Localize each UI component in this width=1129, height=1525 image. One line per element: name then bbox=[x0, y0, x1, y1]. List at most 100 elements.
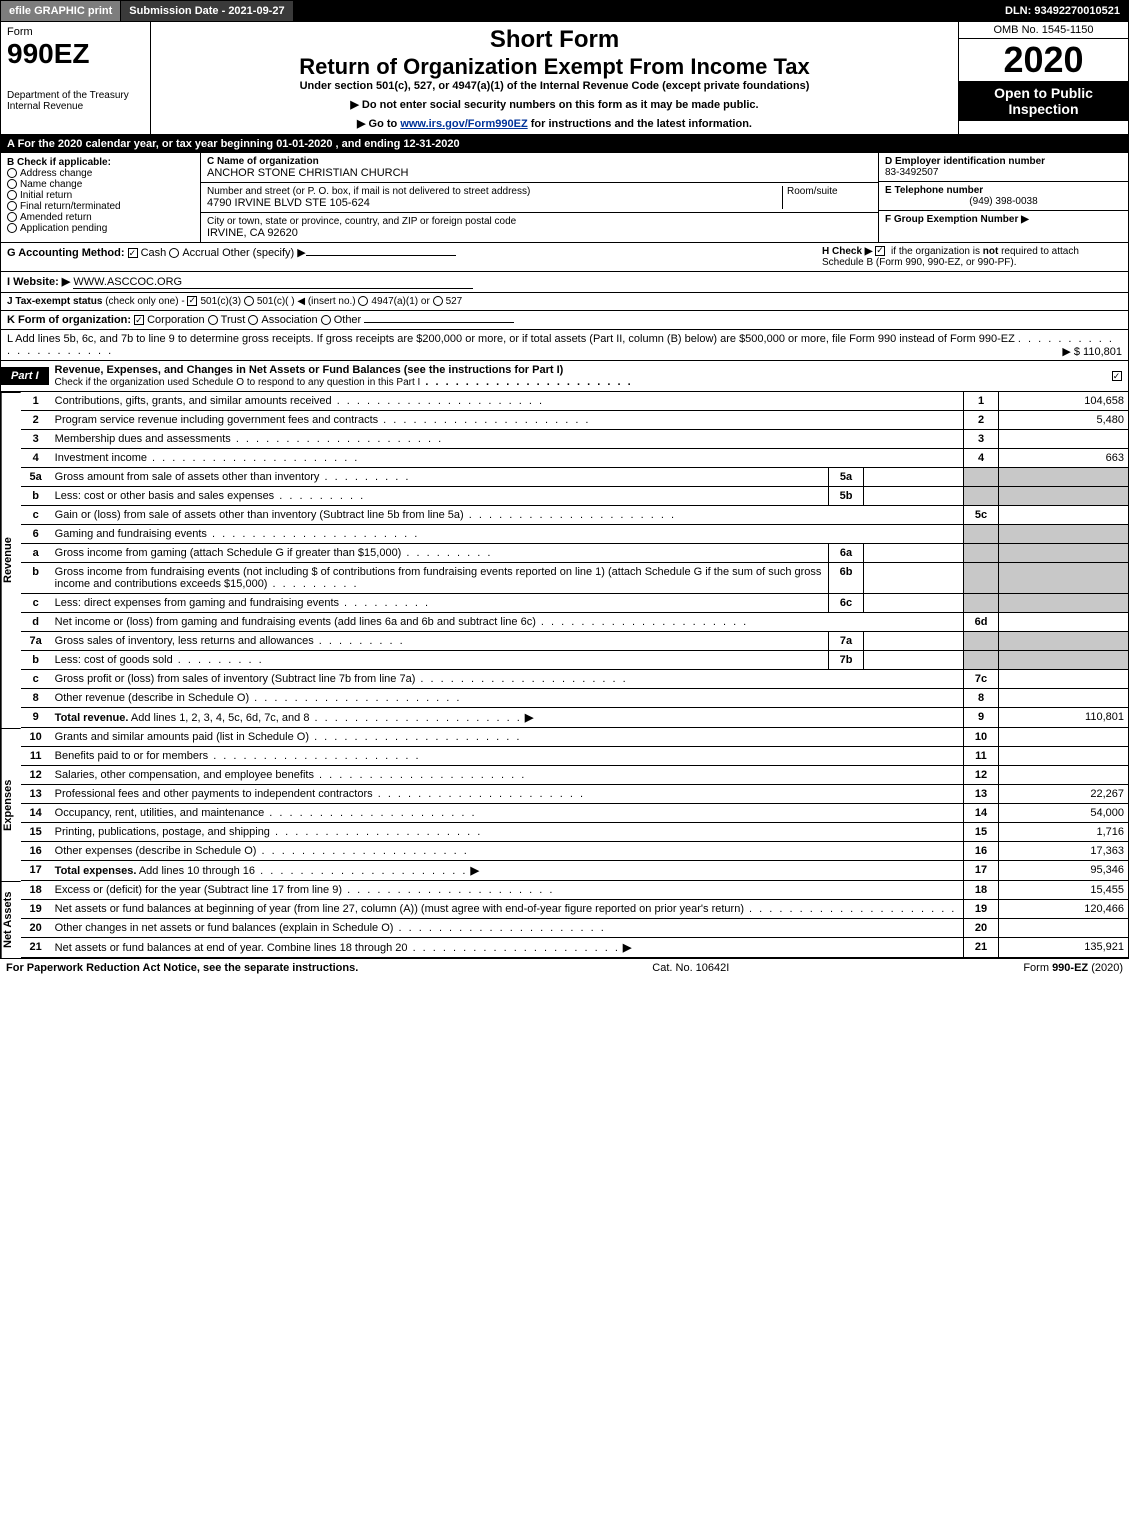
check-501c3[interactable] bbox=[187, 296, 197, 306]
line-description: Membership dues and assessments bbox=[51, 430, 964, 449]
table-row: 3Membership dues and assessments3 bbox=[21, 430, 1129, 449]
line-description: Other expenses (describe in Schedule O) bbox=[51, 842, 964, 861]
result-number: 6d bbox=[964, 613, 999, 632]
other-org-input[interactable] bbox=[364, 322, 514, 323]
check-501c[interactable] bbox=[244, 296, 254, 306]
table-row: bGross income from fundraising events (n… bbox=[21, 563, 1129, 594]
part1-schedule-o-check[interactable] bbox=[1108, 370, 1128, 382]
result-number: 15 bbox=[964, 823, 999, 842]
line-description: Benefits paid to or for members bbox=[51, 747, 964, 766]
result-number: 8 bbox=[964, 689, 999, 708]
line-description: Gross profit or (loss) from sales of inv… bbox=[51, 670, 964, 689]
line-description: Investment income bbox=[51, 449, 964, 468]
form-header: Form 990EZ Department of the Treasury In… bbox=[0, 22, 1129, 135]
goto-prefix: ▶ Go to bbox=[357, 118, 400, 130]
check-schedule-b[interactable] bbox=[875, 246, 885, 256]
result-number: 20 bbox=[964, 919, 999, 938]
result-number: 3 bbox=[964, 430, 999, 449]
line-description: Net income or (loss) from gaming and fun… bbox=[51, 613, 964, 632]
check-final-return[interactable]: Final return/terminated bbox=[7, 201, 194, 212]
result-number-grey bbox=[964, 563, 999, 594]
irs-label: Internal Revenue bbox=[7, 101, 144, 112]
line-number: 5a bbox=[21, 468, 51, 487]
table-row: 14Occupancy, rent, utilities, and mainte… bbox=[21, 804, 1129, 823]
line-number: c bbox=[21, 506, 51, 525]
table-row: cGain or (loss) from sale of assets othe… bbox=[21, 506, 1129, 525]
subline-number: 7b bbox=[829, 651, 864, 670]
result-number: 21 bbox=[964, 938, 999, 958]
line-number: 3 bbox=[21, 430, 51, 449]
check-amended-return[interactable]: Amended return bbox=[7, 212, 194, 223]
amount-value: 663 bbox=[999, 449, 1129, 468]
table-row: 18Excess or (deficit) for the year (Subt… bbox=[21, 881, 1129, 900]
other-specify-input[interactable] bbox=[306, 255, 456, 256]
subline-value bbox=[864, 594, 964, 613]
check-application-pending[interactable]: Application pending bbox=[7, 223, 194, 234]
submission-date-button[interactable]: Submission Date - 2021-09-27 bbox=[121, 1, 293, 21]
table-row: 6Gaming and fundraising events bbox=[21, 525, 1129, 544]
line-number: 19 bbox=[21, 900, 51, 919]
check-other-org[interactable] bbox=[321, 315, 331, 325]
subline-number: 6c bbox=[829, 594, 864, 613]
table-row: 4Investment income4663 bbox=[21, 449, 1129, 468]
check-association[interactable] bbox=[248, 315, 258, 325]
revenue-table: 1Contributions, gifts, grants, and simil… bbox=[21, 392, 1129, 728]
line-description: Grants and similar amounts paid (list in… bbox=[51, 728, 964, 747]
part1-check-note: Check if the organization used Schedule … bbox=[55, 377, 421, 388]
line-number: 12 bbox=[21, 766, 51, 785]
line-number: 2 bbox=[21, 411, 51, 430]
check-4947[interactable] bbox=[358, 296, 368, 306]
org-name-cell: C Name of organization ANCHOR STONE CHRI… bbox=[201, 153, 878, 183]
check-trust[interactable] bbox=[208, 315, 218, 325]
tax-exempt-label: J Tax-exempt status bbox=[7, 296, 102, 307]
form-of-org-label: K Form of organization: bbox=[7, 314, 131, 326]
check-initial-return[interactable]: Initial return bbox=[7, 190, 194, 201]
check-name-change[interactable]: Name change bbox=[7, 179, 194, 190]
table-row: 10Grants and similar amounts paid (list … bbox=[21, 728, 1129, 747]
city-cell: City or town, state or province, country… bbox=[201, 213, 878, 242]
row-l: L Add lines 5b, 6c, and 7b to line 9 to … bbox=[0, 330, 1129, 361]
amount-value: 104,658 bbox=[999, 392, 1129, 411]
header-mid: Short Form Return of Organization Exempt… bbox=[151, 22, 958, 134]
result-number: 12 bbox=[964, 766, 999, 785]
line-description: Contributions, gifts, grants, and simila… bbox=[51, 392, 964, 411]
subline-number: 6b bbox=[829, 563, 864, 594]
check-address-change[interactable]: Address change bbox=[7, 168, 194, 179]
table-row: 17Total expenses. Add lines 10 through 1… bbox=[21, 861, 1129, 881]
amount-value bbox=[999, 506, 1129, 525]
revenue-label: Revenue bbox=[1, 392, 21, 728]
row-h: H Check ▶ if the organization is not req… bbox=[822, 246, 1122, 268]
line-description: Gaming and fundraising events bbox=[51, 525, 964, 544]
line-description: Net assets or fund balances at end of ye… bbox=[51, 938, 964, 958]
table-row: dNet income or (loss) from gaming and fu… bbox=[21, 613, 1129, 632]
result-number: 16 bbox=[964, 842, 999, 861]
check-cash[interactable] bbox=[128, 248, 138, 258]
table-row: 8Other revenue (describe in Schedule O)8 bbox=[21, 689, 1129, 708]
amount-value bbox=[999, 670, 1129, 689]
table-row: 2Program service revenue including gover… bbox=[21, 411, 1129, 430]
irs-link[interactable]: www.irs.gov/Form990EZ bbox=[400, 118, 527, 130]
check-accrual[interactable] bbox=[169, 248, 179, 258]
check-corporation[interactable] bbox=[134, 315, 144, 325]
row-a-period: A For the 2020 calendar year, or tax yea… bbox=[0, 135, 1129, 153]
ein-label: D Employer identification number bbox=[885, 156, 1122, 167]
line-number: 17 bbox=[21, 861, 51, 881]
result-number: 11 bbox=[964, 747, 999, 766]
table-row: 16Other expenses (describe in Schedule O… bbox=[21, 842, 1129, 861]
group-exemption-label: F Group Exemption Number ▶ bbox=[885, 214, 1029, 225]
efile-print-button[interactable]: efile GRAPHIC print bbox=[1, 1, 121, 21]
result-number-grey bbox=[964, 544, 999, 563]
check-527[interactable] bbox=[433, 296, 443, 306]
amount-grey bbox=[999, 632, 1129, 651]
line-description: Gross amount from sale of assets other t… bbox=[51, 468, 829, 487]
amount-value: 15,455 bbox=[999, 881, 1129, 900]
amount-value bbox=[999, 747, 1129, 766]
table-row: cLess: direct expenses from gaming and f… bbox=[21, 594, 1129, 613]
addr-label: Number and street (or P. O. box, if mail… bbox=[207, 186, 782, 197]
line-number: 9 bbox=[21, 708, 51, 728]
line-number: 6 bbox=[21, 525, 51, 544]
result-number: 18 bbox=[964, 881, 999, 900]
amount-value: 54,000 bbox=[999, 804, 1129, 823]
netassets-table: 18Excess or (deficit) for the year (Subt… bbox=[21, 881, 1129, 958]
group-exemption-cell: F Group Exemption Number ▶ bbox=[879, 211, 1128, 228]
